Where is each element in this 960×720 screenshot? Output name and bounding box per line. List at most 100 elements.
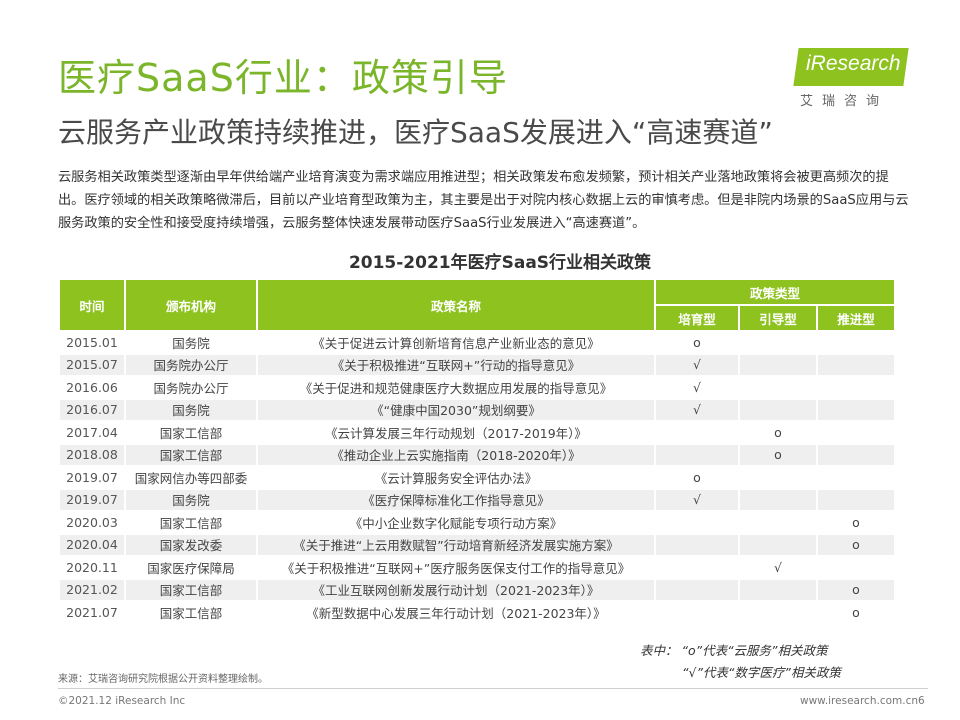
cell-promote [818,399,894,420]
cell-policy-name: 《云计算服务安全评估办法》 [258,467,654,488]
cell-time: 2021.02 [60,579,124,600]
cell-cultivate [656,444,738,465]
cell-agency: 国务院办公厅 [126,377,256,398]
cell-policy-name: 《“健康中国2030”规划纲要》 [258,399,654,420]
cell-guide [740,467,816,488]
header-policy-type: 政策类型 [656,280,894,304]
policy-rows: 2015.01 国务院 《关于促进云计算创新培育信息产业新业态的意见》 o 2015.0… [60,332,894,623]
table-row: 2015.07 国务院办公厅 《关于积极推进“互联网+”行动的指导意见》 √ [60,354,894,375]
table-title: 2015-2021年医疗SaaS行业相关政策 [348,253,652,273]
cell-promote [818,467,894,488]
cell-guide [740,579,816,600]
cell-cultivate [656,422,738,443]
header-guide: 引导型 [740,306,816,330]
source-note: 来源：艾瑞咨询研究院根据公开资料整理绘制。 [58,674,268,685]
footer-divider [58,688,928,689]
cell-cultivate [656,557,738,578]
cell-time: 2015.07 [60,354,124,375]
cell-guide [740,534,816,555]
page-subtitle: 云服务产业政策持续推进，医疗SaaS发展进入“高速赛道” [58,116,773,149]
iresearch-logo: iResearch 艾瑞咨询 [793,44,918,110]
cell-cultivate: √ [656,354,738,375]
cell-guide: o [740,444,816,465]
cell-time: 2015.01 [60,332,124,353]
cell-policy-name: 《中小企业数字化赋能专项行动方案》 [258,512,654,533]
cell-agency: 国家工信部 [126,422,256,443]
header-promote: 推进型 [818,306,894,330]
cell-agency: 国务院 [126,489,256,510]
cell-promote [818,422,894,443]
cell-agency: 国家工信部 [126,579,256,600]
cell-agency: 国家工信部 [126,602,256,623]
header-time: 时间 [60,280,124,330]
table-row: 2020.04 国家发改委 《关于推进“上云用数赋智”行动培育新经济发展实施方案》 o [60,534,894,555]
table-row: 2018.08 国家工信部 《推动企业上云实施指南（2018-2020年）》 o [60,444,894,465]
cell-policy-name: 《关于积极推进“互联网+”行动的指导意见》 [258,354,654,375]
cell-policy-name: 《新型数据中心发展三年行动计划（2021-2023年）》 [258,602,654,623]
cell-promote [818,489,894,510]
cell-cultivate: o [656,332,738,353]
cell-cultivate [656,602,738,623]
cell-promote [818,354,894,375]
cell-agency: 国家网信办等四部委 [126,467,256,488]
table-legend: 表中： “o”代表“云服务”相关政策 “√”代表“数字医疗”相关政策 [640,640,841,684]
cell-policy-name: 《关于积极推进“互联网+”医疗服务医保支付工作的指导意见》 [258,557,654,578]
cell-time: 2017.04 [60,422,124,443]
cell-cultivate [656,579,738,600]
cell-time: 2018.08 [60,444,124,465]
cell-promote: o [818,534,894,555]
header-policy-name: 政策名称 [258,280,654,330]
cell-time: 2020.03 [60,512,124,533]
cell-policy-name: 《关于促进云计算创新培育信息产业新业态的意见》 [258,332,654,353]
cell-agency: 国务院办公厅 [126,354,256,375]
cell-policy-name: 《工业互联网创新发展行动计划（2021-2023年）》 [258,579,654,600]
cell-policy-name: 《关于促进和规范健康医疗大数据应用发展的指导意见》 [258,377,654,398]
cell-agency: 国家工信部 [126,444,256,465]
cell-cultivate: √ [656,377,738,398]
cell-agency: 国务院 [126,399,256,420]
cell-policy-name: 《云计算发展三年行动规划（2017-2019年）》 [258,422,654,443]
cell-guide [740,489,816,510]
table-row: 2015.01 国务院 《关于促进云计算创新培育信息产业新业态的意见》 o [60,332,894,353]
table-row: 2021.02 国家工信部 《工业互联网创新发展行动计划（2021-2023年）》 o [60,579,894,600]
legend-cloud: 表中： “o”代表“云服务”相关政策 [640,643,828,658]
cell-cultivate [656,534,738,555]
cell-guide [740,512,816,533]
cell-cultivate: √ [656,399,738,420]
cell-agency: 国家医疗保障局 [126,557,256,578]
cell-time: 2019.07 [60,489,124,510]
cell-time: 2021.07 [60,602,124,623]
page-title: 医疗SaaS行业：政策引导 [58,56,508,100]
cell-promote: o [818,579,894,600]
copyright: ©2021.12 iResearch Inc [58,695,186,707]
logo-cn-text: 艾瑞咨询 [800,94,889,109]
cell-promote [818,332,894,353]
table-row: 2016.06 国务院办公厅 《关于促进和规范健康医疗大数据应用发展的指导意见》 √ [60,377,894,398]
table-row: 2020.03 国家工信部 《中小企业数字化赋能专项行动方案》 o [60,512,894,533]
cell-time: 2019.07 [60,467,124,488]
cell-policy-name: 《推动企业上云实施指南（2018-2020年）》 [258,444,654,465]
cell-guide [740,377,816,398]
cell-promote: o [818,602,894,623]
table-row: 2016.07 国务院 《“健康中国2030”规划纲要》 √ [60,399,894,420]
cell-guide [740,354,816,375]
cell-policy-name: 《医疗保障标准化工作指导意见》 [258,489,654,510]
policy-table: 时间 颁布机构 政策名称 政策类型 培育型 引导型 推进型 2015.01 国务院… [58,278,896,625]
cell-guide [740,602,816,623]
table-row: 2021.07 国家工信部 《新型数据中心发展三年行动计划（2021-2023年）》… [60,602,894,623]
cell-promote: o [818,512,894,533]
cell-agency: 国家发改委 [126,534,256,555]
table-row: 2017.04 国家工信部 《云计算发展三年行动规划（2017-2019年）》 o [60,422,894,443]
cell-time: 2020.04 [60,534,124,555]
cell-guide [740,332,816,353]
logo-text: iResearch [806,52,901,75]
cell-cultivate: o [656,467,738,488]
cell-promote [818,444,894,465]
cell-agency: 国家工信部 [126,512,256,533]
cell-time: 2020.11 [60,557,124,578]
cell-time: 2016.06 [60,377,124,398]
cell-policy-name: 《关于推进“上云用数赋智”行动培育新经济发展实施方案》 [258,534,654,555]
cell-promote [818,557,894,578]
table-row: 2019.07 国务院 《医疗保障标准化工作指导意见》 √ [60,489,894,510]
header-agency: 颁布机构 [126,280,256,330]
